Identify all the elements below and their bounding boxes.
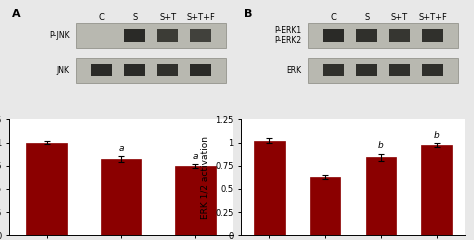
Text: a: a — [192, 152, 198, 161]
Text: B: B — [244, 9, 252, 19]
Text: S+T+F: S+T+F — [418, 13, 447, 22]
Text: b: b — [378, 141, 384, 150]
Text: JNK: JNK — [57, 66, 70, 75]
Bar — [26, 143, 67, 235]
Bar — [323, 64, 345, 76]
Bar — [310, 177, 340, 235]
Bar — [124, 64, 146, 76]
Bar — [389, 64, 410, 76]
Text: P-ERK1
P-ERK2: P-ERK1 P-ERK2 — [274, 26, 301, 45]
Bar — [100, 159, 141, 235]
Bar — [421, 145, 452, 235]
Text: S+T+F: S+T+F — [186, 13, 215, 22]
Bar — [309, 58, 458, 83]
Text: C: C — [331, 13, 337, 22]
Bar — [323, 29, 345, 42]
Bar — [157, 64, 178, 76]
Bar — [356, 64, 377, 76]
Text: S: S — [364, 13, 369, 22]
Bar — [190, 64, 211, 76]
Text: a: a — [118, 144, 124, 153]
Bar — [124, 29, 146, 42]
Text: C: C — [99, 13, 105, 22]
Bar — [157, 29, 178, 42]
Text: ERK: ERK — [287, 66, 301, 75]
Text: P-JNK: P-JNK — [49, 31, 70, 40]
Bar — [76, 23, 226, 48]
Text: b: b — [434, 131, 439, 140]
Bar — [254, 141, 285, 235]
Bar — [422, 29, 443, 42]
Bar — [76, 58, 226, 83]
Bar — [91, 64, 112, 76]
Text: A: A — [12, 9, 20, 19]
Bar — [190, 29, 211, 42]
Bar — [365, 157, 396, 235]
Y-axis label: ERK 1/2 activation: ERK 1/2 activation — [201, 136, 210, 219]
Bar — [309, 23, 458, 48]
Text: S+T: S+T — [391, 13, 408, 22]
Bar — [389, 29, 410, 42]
Bar — [175, 166, 216, 235]
Text: S: S — [132, 13, 137, 22]
Text: S+T: S+T — [159, 13, 176, 22]
Bar — [422, 64, 443, 76]
Bar — [356, 29, 377, 42]
